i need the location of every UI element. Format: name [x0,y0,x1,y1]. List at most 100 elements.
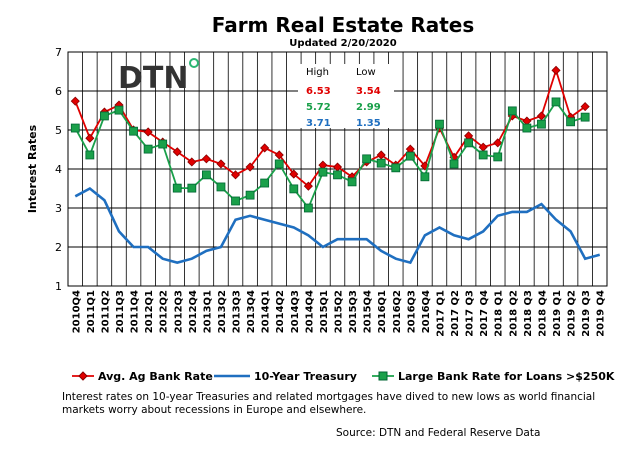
point [260,178,270,188]
x-tick-label: 2019 Q3 [581,290,592,337]
point [231,196,240,206]
point [435,119,444,129]
logo-dot [189,58,199,68]
legend-label: 10-Year Treasury [254,370,357,383]
series-line [74,186,601,265]
x-tick-label: 2013Q3 [232,290,243,333]
table-value: 1.35 [356,118,381,129]
table-value: 5.72 [306,102,331,113]
point [464,138,474,148]
point [507,106,517,116]
y-axis-label: Interest Rates [26,124,39,213]
point [100,111,109,121]
point [551,97,561,107]
table-header: High [306,67,329,78]
source: Source: DTN and Federal Reserve Data [336,427,541,439]
point [420,172,430,182]
note: Interest rates on 10-year Treasuries and… [62,391,596,416]
x-tick-label: 2013Q4 [246,290,257,333]
x-tick-label: 2012Q4 [188,290,199,333]
table-value: 3.71 [306,118,331,129]
point [347,177,357,187]
point [391,163,401,173]
x-tick-label: 2012Q2 [159,290,170,333]
x-tick-label: 2011Q1 [86,290,97,333]
x-tick-label: 2016Q4 [421,290,432,333]
legend-label: Avg. Ag Bank Rate [98,370,213,383]
point [580,102,590,112]
x-tick-label: 2013Q2 [217,290,228,333]
point [318,167,328,177]
point [172,147,182,157]
x-tick-label: 2017 Q4 [479,290,490,337]
point [201,170,211,180]
y-tick-label: 4 [55,163,62,176]
point [289,169,299,179]
point [493,138,503,148]
x-tick-label: 2015Q2 [334,290,345,333]
x-tick-label: 2014Q2 [275,290,286,333]
point [376,158,386,168]
x-tick-label: 2014Q3 [290,290,301,333]
x-tick-label: 2015Q1 [319,290,330,333]
x-tick-label: 2012Q1 [144,290,155,333]
point [580,112,590,122]
plot-frame [67,51,608,287]
point [187,157,197,167]
point [230,170,241,180]
x-tick-label: 2011Q2 [100,290,111,333]
point [201,154,211,164]
x-tick-label: 2014Q4 [304,290,315,333]
point [85,150,95,160]
point [70,96,80,106]
point [187,183,197,193]
point [289,184,299,194]
point [537,119,546,129]
y-tick-label: 1 [55,280,62,293]
x-tick-label: 2018 Q4 [537,290,548,337]
point [493,152,503,162]
point [114,105,124,115]
legend-marker [378,371,388,381]
point [245,162,255,172]
x-tick-label: 2015Q4 [363,290,374,333]
point [303,203,313,213]
point [405,151,415,161]
high-low-box [298,64,394,128]
x-tick-label: 2013Q1 [202,290,213,333]
x-tick-label: 2018 Q2 [508,290,519,337]
point [172,183,182,193]
x-tick-label: 2018 Q1 [494,290,505,337]
chart-title: Farm Real Estate Rates [212,13,475,37]
point [333,170,342,180]
y-tick-label: 7 [55,46,62,59]
x-tick-label: 2016Q3 [406,290,417,333]
logo: DTN [118,61,188,96]
x-tick-label: 2019 Q4 [596,290,607,337]
x-tick-label: 2019 Q1 [552,290,563,337]
x-tick-label: 2010Q4 [71,290,82,333]
point [216,182,226,192]
point [70,123,80,133]
x-tick-label: 2019 Q2 [567,290,578,337]
table-header: Low [356,67,376,78]
y-tick-label: 2 [55,241,62,254]
point [143,144,153,154]
point [216,159,226,169]
x-tick-label: 2017 Q3 [465,290,476,337]
point [449,159,459,169]
x-tick-label: 2016Q1 [377,290,388,333]
legend-marker [78,371,88,381]
y-tick-label: 3 [55,202,62,215]
y-tick-label: 5 [55,124,62,137]
point [158,139,168,149]
x-tick-label: 2011Q3 [115,290,126,333]
x-tick-label: 2017 Q2 [450,290,461,337]
x-tick-label: 2011Q4 [130,290,141,333]
point [274,159,284,169]
point [303,181,313,191]
table-value: 2.99 [356,102,381,113]
y-tick-label: 6 [55,85,62,98]
